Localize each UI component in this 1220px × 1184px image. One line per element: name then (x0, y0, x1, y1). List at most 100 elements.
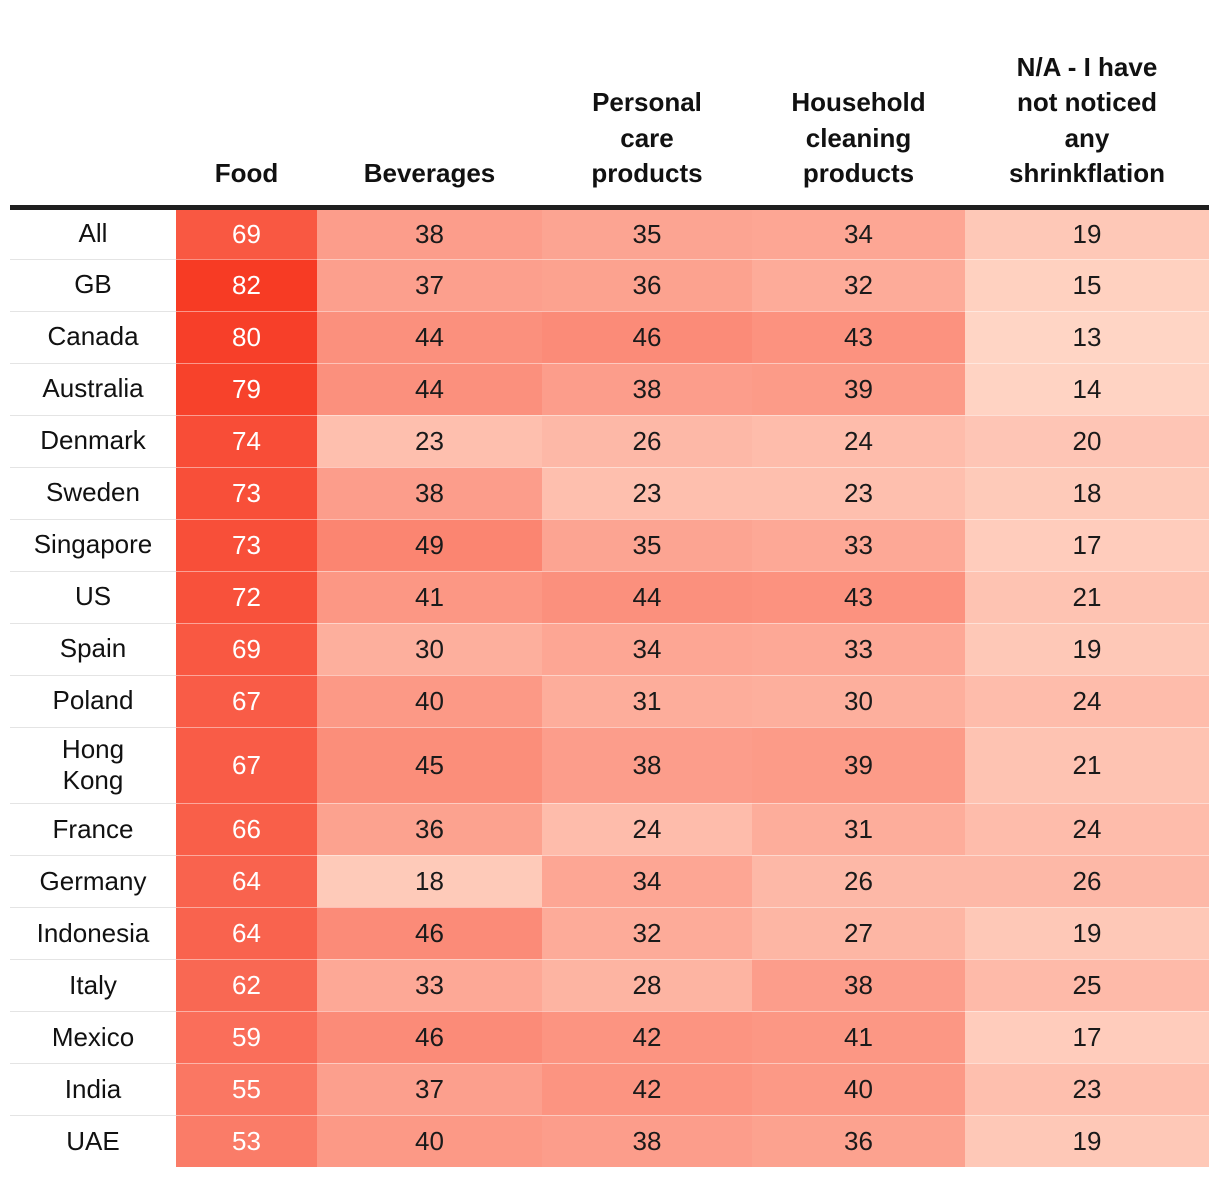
table-row-mexico: Mexico 59 46 42 41 17 (10, 1011, 1209, 1064)
heatmap-cell: 73 (176, 519, 317, 572)
heatmap-cell: 37 (317, 259, 542, 312)
heatmap-cell: 82 (176, 259, 317, 312)
column-header-personal-care-products: Personal care products (542, 0, 752, 210)
heatmap-cell: 26 (542, 415, 752, 468)
table-row-uae: UAE 53 40 38 36 19 (10, 1115, 1209, 1168)
table-row-gb: GB 82 37 36 32 15 (10, 259, 1209, 312)
heatmap-cell: 34 (542, 855, 752, 908)
heatmap-cell: 13 (965, 311, 1209, 364)
heatmap-cell: 46 (542, 311, 752, 364)
heatmap-cell: 36 (317, 803, 542, 856)
heatmap-cell: 38 (752, 959, 965, 1012)
row-label: Poland (10, 675, 176, 728)
heatmap-cell: 39 (752, 727, 965, 804)
heatmap-cell: 21 (965, 727, 1209, 804)
table-row-canada: Canada 80 44 46 43 13 (10, 311, 1209, 364)
heatmap-cell: 33 (752, 623, 965, 676)
heatmap-cell: 23 (752, 467, 965, 520)
table-row-spain: Spain 69 30 34 33 19 (10, 623, 1209, 676)
heatmap-cell: 37 (317, 1063, 542, 1116)
heatmap-cell: 67 (176, 675, 317, 728)
heatmap-cell: 74 (176, 415, 317, 468)
heatmap-cell: 38 (317, 207, 542, 260)
heatmap-cell: 19 (965, 207, 1209, 260)
heatmap-cell: 14 (965, 363, 1209, 416)
heatmap-cell: 35 (542, 207, 752, 260)
heatmap-cell: 21 (965, 571, 1209, 624)
heatmap-cell: 55 (176, 1063, 317, 1116)
heatmap-cell: 38 (542, 1115, 752, 1168)
heatmap-cell: 72 (176, 571, 317, 624)
table-row-india: India 55 37 42 40 23 (10, 1063, 1209, 1116)
heatmap-cell: 23 (542, 467, 752, 520)
heatmap-cell: 31 (752, 803, 965, 856)
heatmap-cell: 36 (752, 1115, 965, 1168)
heatmap-cell: 25 (965, 959, 1209, 1012)
row-label: UAE (10, 1115, 176, 1168)
heatmap-cell: 24 (752, 415, 965, 468)
heatmap-cell: 62 (176, 959, 317, 1012)
heatmap-cell: 79 (176, 363, 317, 416)
table-row-indonesia: Indonesia 64 46 32 27 19 (10, 907, 1209, 960)
heatmap-cell: 18 (317, 855, 542, 908)
heatmap-cell: 38 (542, 363, 752, 416)
heatmap-cell: 24 (965, 803, 1209, 856)
table-body: All 69 38 35 34 19 GB 82 37 36 32 15 Canada 80 44 46 43 1… (10, 207, 1209, 1168)
heatmap-cell: 40 (752, 1063, 965, 1116)
table-row-all: All 69 38 35 34 19 (10, 207, 1209, 260)
heatmap-cell: 30 (752, 675, 965, 728)
heatmap-cell: 40 (317, 675, 542, 728)
heatmap-cell: 69 (176, 207, 317, 260)
row-label: India (10, 1063, 176, 1116)
row-label: France (10, 803, 176, 856)
row-label: Hong Kong (10, 727, 176, 804)
heatmap-cell: 23 (317, 415, 542, 468)
row-label: Canada (10, 311, 176, 364)
heatmap-cell: 43 (752, 571, 965, 624)
heatmap-cell: 43 (752, 311, 965, 364)
column-header-household-cleaning-products: Household cleaning products (752, 0, 965, 210)
heatmap-cell: 19 (965, 1115, 1209, 1168)
table-row-us: US 72 41 44 43 21 (10, 571, 1209, 624)
heatmap-cell: 66 (176, 803, 317, 856)
heatmap-cell: 35 (542, 519, 752, 572)
heatmap-cell: 44 (317, 363, 542, 416)
heatmap-cell: 41 (752, 1011, 965, 1064)
table-row-france: France 66 36 24 31 24 (10, 803, 1209, 856)
heatmap-cell: 19 (965, 623, 1209, 676)
heatmap-cell: 26 (752, 855, 965, 908)
heatmap-cell: 34 (542, 623, 752, 676)
table-row-singapore: Singapore 73 49 35 33 17 (10, 519, 1209, 572)
table-row-germany: Germany 64 18 34 26 26 (10, 855, 1209, 908)
heatmap-cell: 69 (176, 623, 317, 676)
shrinkflation-table: Food Beverages Personal care products House… (10, 0, 1209, 1168)
heatmap-cell: 44 (317, 311, 542, 364)
table-row-italy: Italy 62 33 28 38 25 (10, 959, 1209, 1012)
heatmap-cell: 30 (317, 623, 542, 676)
row-label: Australia (10, 363, 176, 416)
heatmap-cell: 32 (542, 907, 752, 960)
table-row-denmark: Denmark 74 23 26 24 20 (10, 415, 1209, 468)
table-row-sweden: Sweden 73 38 23 23 18 (10, 467, 1209, 520)
heatmap-cell: 18 (965, 467, 1209, 520)
heatmap-cell: 27 (752, 907, 965, 960)
heatmap-cell: 17 (965, 1011, 1209, 1064)
column-header-food: Food (176, 0, 317, 210)
heatmap-cell: 17 (965, 519, 1209, 572)
heatmap-cell: 49 (317, 519, 542, 572)
heatmap-cell: 19 (965, 907, 1209, 960)
row-label: All (10, 207, 176, 260)
heatmap-cell: 32 (752, 259, 965, 312)
heatmap-cell: 64 (176, 855, 317, 908)
heatmap-cell: 80 (176, 311, 317, 364)
row-label: Singapore (10, 519, 176, 572)
table-row-australia: Australia 79 44 38 39 14 (10, 363, 1209, 416)
heatmap-cell: 23 (965, 1063, 1209, 1116)
heatmap-cell: 46 (317, 1011, 542, 1064)
heatmap-cell: 41 (317, 571, 542, 624)
heatmap-cell: 45 (317, 727, 542, 804)
heatmap-cell: 24 (965, 675, 1209, 728)
heatmap-cell: 36 (542, 259, 752, 312)
heatmap-cell: 33 (317, 959, 542, 1012)
